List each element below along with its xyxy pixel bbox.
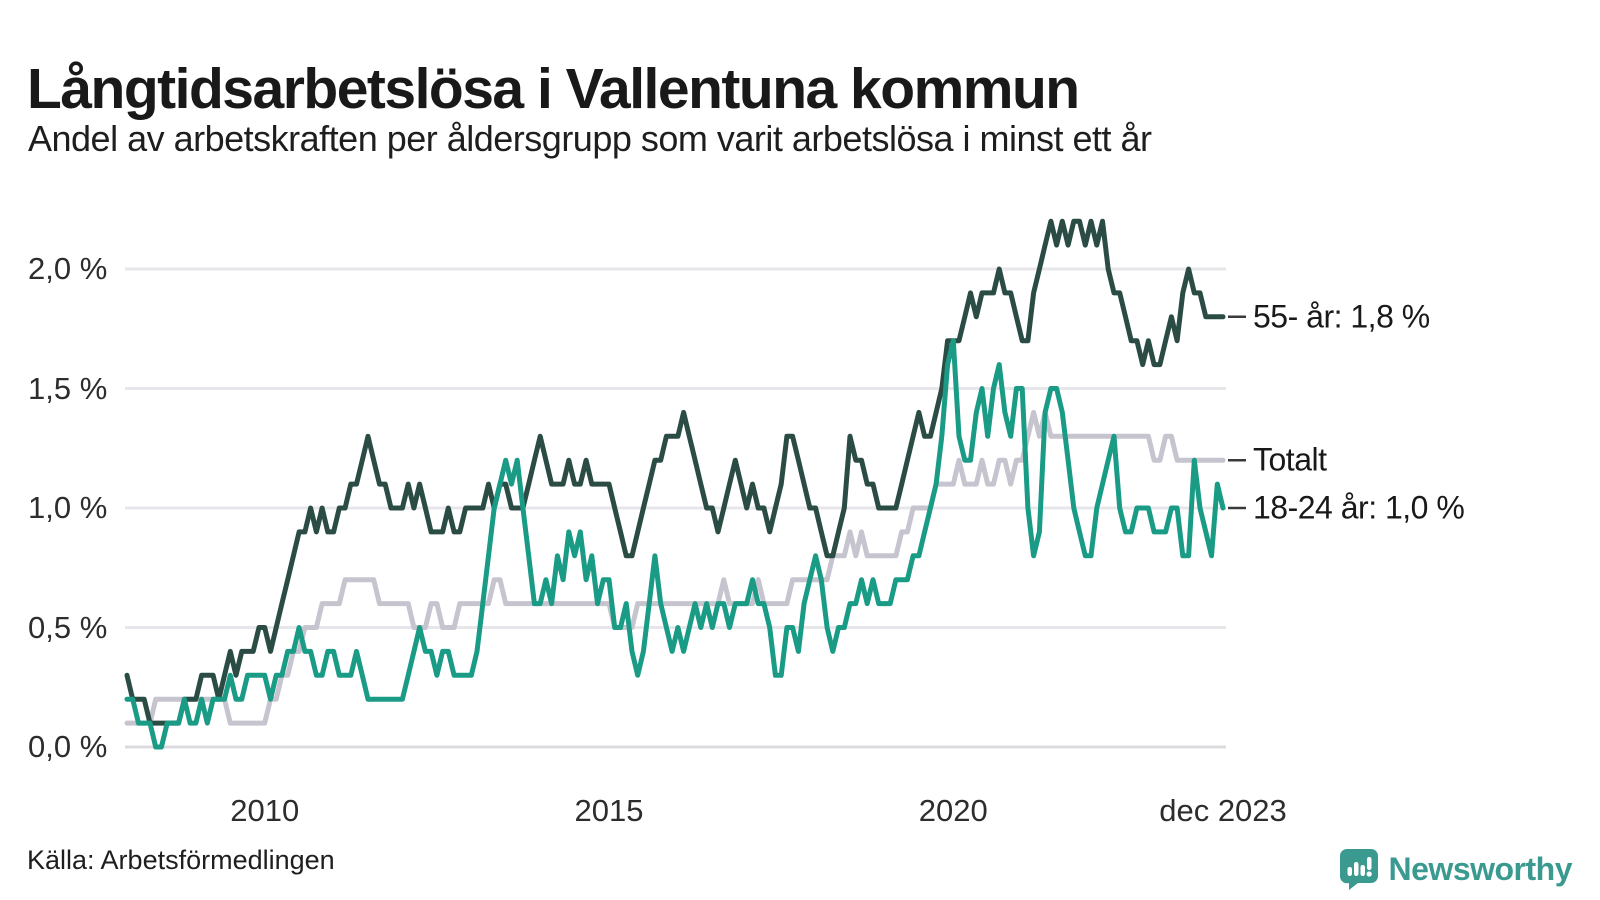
series-line-18-24-r: [124, 338, 1226, 750]
brand-footer: Newsworthy: [1339, 848, 1573, 890]
y-axis-tick-4: 2,0 %: [28, 251, 108, 286]
brand-name: Newsworthy: [1388, 850, 1573, 887]
newsworthy-logo-icon: [1339, 849, 1378, 890]
series-label-55: 55- år: 1,8 %: [1253, 298, 1430, 335]
y-axis-tick-3: 1,5 %: [28, 370, 108, 406]
page-title: Långtidsarbetslösa i Vallentuna kommun: [27, 57, 1080, 122]
series-line-Totalt: [124, 409, 1226, 726]
series-label-totalt: Totalt: [1253, 441, 1327, 478]
source-note: Källa: Arbetsförmedlingen: [27, 845, 335, 875]
x-axis-tick-dec-2023: dec 2023: [1159, 793, 1287, 828]
y-axis-tick-2: 1,0 %: [28, 490, 108, 525]
y-axis-tick-0: 0,0 %: [28, 729, 108, 764]
x-axis-tick-2015: 2015: [574, 793, 644, 828]
series-line-55-r: [124, 218, 1226, 726]
page-subtitle: Andel av arbetskraften per åldersgrupp s…: [28, 118, 1152, 159]
x-axis-tick-2010: 2010: [230, 793, 300, 828]
series-label-18-24: 18-24 år: 1,0 %: [1253, 489, 1465, 526]
y-axis-tick-1: 0,5 %: [28, 609, 108, 645]
x-axis-tick-2020: 2020: [918, 793, 988, 828]
